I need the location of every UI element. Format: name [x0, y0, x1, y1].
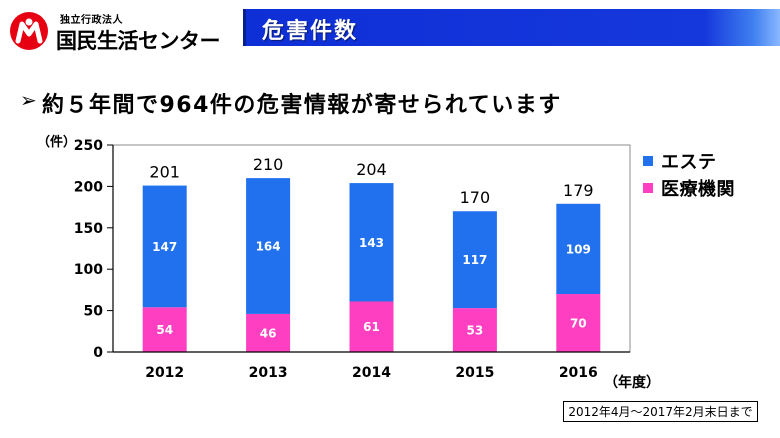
chart-legend: エステ 医療機関	[643, 151, 735, 205]
consumer-center-logo-icon	[10, 12, 48, 50]
legend-swatch-series-1	[643, 183, 653, 193]
bar-segment-label-series-1: 70	[570, 317, 587, 331]
x-axis-title: （年度）	[604, 375, 660, 391]
bar-segment-label-series-1: 61	[363, 320, 380, 334]
bar-total-label: 204	[356, 160, 387, 179]
bar-segment-label-series-0: 109	[566, 242, 591, 256]
y-tick-label: 50	[84, 304, 104, 320]
legend-label-series-1: 医療機関	[661, 179, 735, 200]
bar-segment-label-series-1: 46	[260, 326, 277, 340]
bar-segment-series-0	[142, 185, 187, 308]
y-tick-label: 0	[93, 345, 103, 361]
legend-item-series-1: 医療機関	[643, 178, 735, 200]
bar-segment-series-1	[556, 294, 601, 352]
headline-text: 約５年間で964件の危害情報が寄せられています	[42, 93, 562, 118]
slide-title: 危害件数	[262, 19, 359, 44]
y-tick-label: 100	[74, 262, 103, 278]
bar-segment-label-series-0: 147	[152, 240, 177, 254]
bar-total-label: 210	[253, 155, 284, 174]
bar-total-label: 179	[563, 181, 594, 200]
y-axis-title: （件）	[37, 135, 77, 150]
logo-org-name: 国民生活センター	[56, 29, 221, 53]
y-tick-label: 200	[74, 179, 103, 195]
period-note: 2012年4月～2017年2月末日まで	[563, 401, 758, 422]
logo-head	[25, 18, 33, 26]
logo-org-type: 独立行政法人	[60, 15, 123, 26]
x-tick-label: 2013	[249, 365, 288, 381]
x-tick-label: 2012	[145, 365, 184, 381]
bar-segment-label-series-0: 164	[256, 240, 281, 254]
bar-segment-label-series-1: 53	[467, 324, 484, 338]
header-bar	[243, 9, 780, 46]
legend-item-series-0: エステ	[643, 151, 735, 173]
bar-segment-label-series-0: 143	[359, 236, 384, 250]
legend-label-series-0: エステ	[661, 152, 717, 173]
x-tick-label: 2015	[455, 365, 494, 381]
y-tick-label: 150	[74, 221, 103, 237]
bar-segment-series-0	[246, 178, 291, 314]
period-note-text: 2012年4月～2017年2月末日まで	[568, 405, 753, 419]
bar-total-label: 201	[149, 163, 180, 182]
arrow-bullet-icon: ➢	[20, 88, 37, 112]
bar-total-label: 170	[460, 188, 491, 207]
bar-segment-series-1	[142, 307, 187, 352]
bar-segment-series-0	[349, 183, 394, 302]
bar-segment-series-1	[246, 313, 291, 352]
logo-figure	[15, 21, 43, 44]
x-tick-label: 2014	[352, 365, 391, 381]
bar-segment-label-series-1: 54	[156, 323, 173, 337]
bar-segment-series-0	[556, 203, 601, 295]
bar-segment-label-series-0: 117	[462, 253, 487, 267]
bar-segment-series-0	[452, 211, 497, 309]
x-tick-label: 2016	[559, 365, 598, 381]
y-tick-label: 250	[74, 138, 103, 154]
legend-swatch-series-0	[643, 156, 653, 166]
bar-segment-series-1	[349, 301, 394, 352]
bar-segment-series-1	[452, 308, 497, 352]
